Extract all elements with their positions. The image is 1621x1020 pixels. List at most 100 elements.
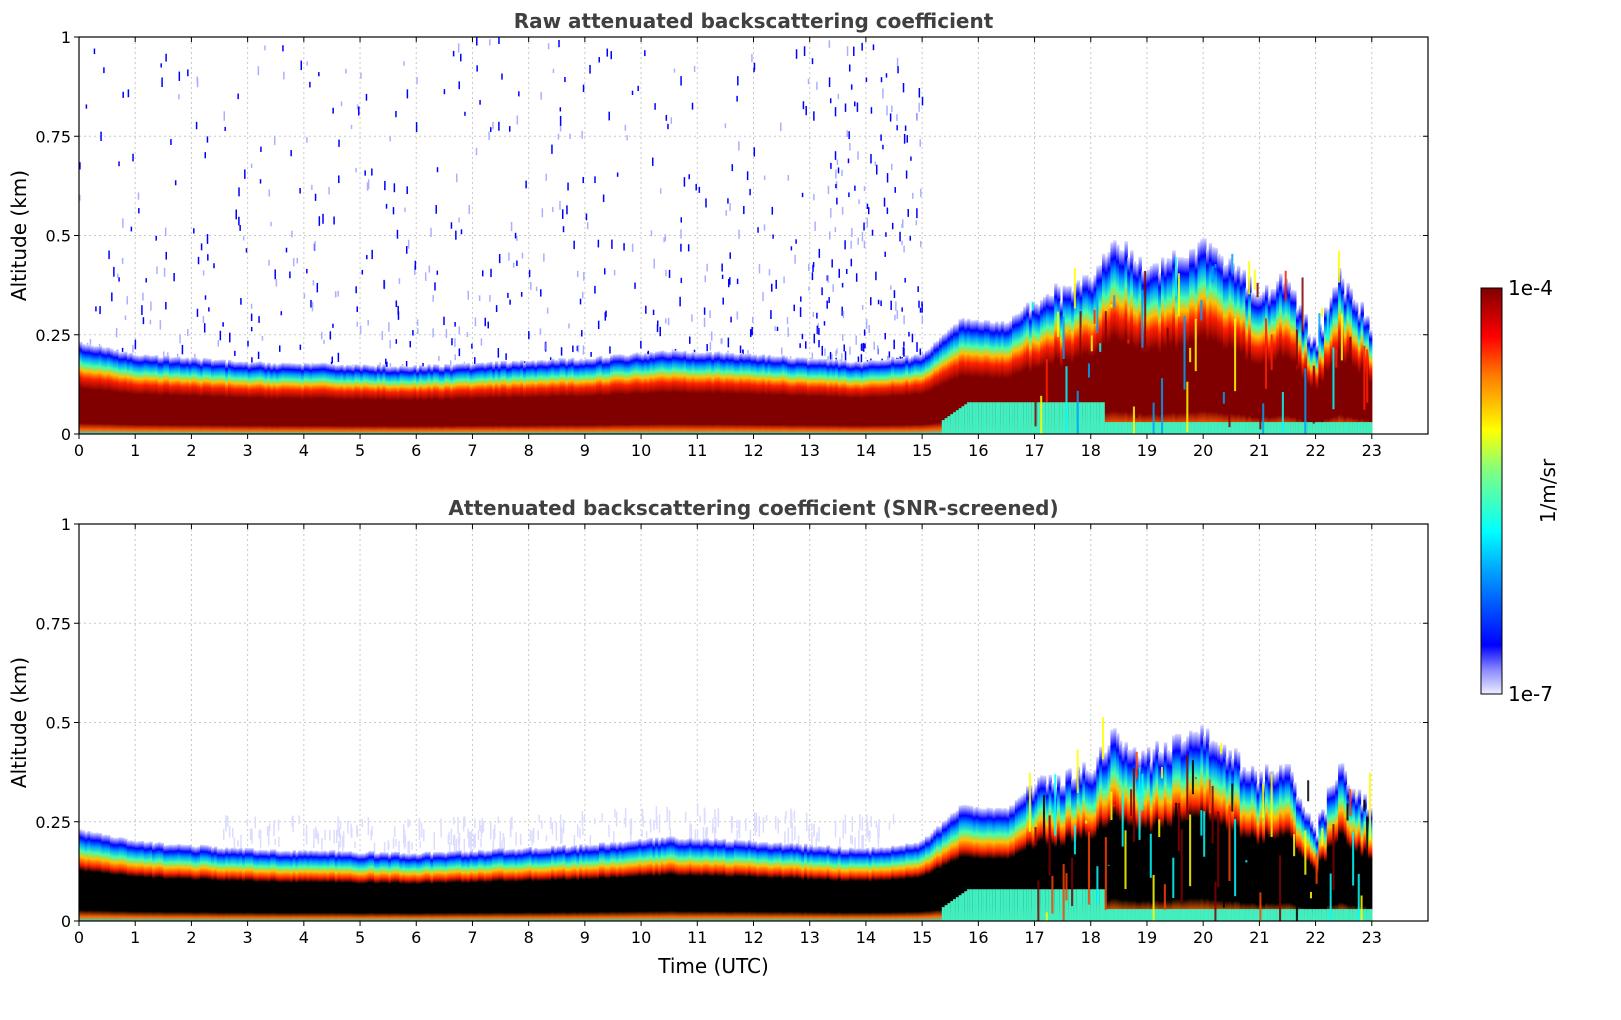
- surface-layer: [969, 402, 974, 434]
- turbulence-streak: [1127, 339, 1130, 344]
- noise-speck: [850, 258, 853, 267]
- surface-layer: [986, 402, 991, 434]
- profile-column: [197, 359, 201, 434]
- profile-column: [202, 358, 207, 434]
- surface-layer: [1273, 909, 1277, 921]
- noise-speck: [623, 243, 625, 251]
- surface-layer: [989, 402, 993, 434]
- noise-speck: [405, 360, 408, 370]
- profile-column: [256, 361, 260, 434]
- profile-column: [944, 333, 949, 434]
- noise-speck: [870, 107, 873, 114]
- fringe-speck: [736, 829, 738, 848]
- noise-speck: [848, 131, 850, 140]
- profile-column: [559, 358, 563, 434]
- profile-column: [517, 849, 521, 921]
- profile-column: [686, 839, 690, 921]
- profile-column: [801, 846, 805, 921]
- profile-column: [382, 364, 386, 434]
- noise-speck: [196, 76, 198, 84]
- profile-column: [433, 852, 437, 921]
- profile-column: [1324, 813, 1328, 921]
- surface-layer: [1208, 422, 1213, 434]
- profile-column: [947, 816, 951, 921]
- noise-speck: [562, 226, 565, 233]
- surface-layer: [1104, 909, 1109, 921]
- noise-speck: [826, 275, 829, 281]
- fringe-speck: [339, 833, 342, 848]
- raw-backscatter-panel: 0 1 2 3 4 5 6 7 8 9 10 11 12 13 14 15 16 17 18 19 20 21 22 2300…: [7, 9, 1429, 460]
- surface-layer: [1276, 422, 1280, 434]
- profile-column: [1200, 239, 1204, 434]
- profile-column: [1267, 295, 1272, 434]
- profile-column: [286, 363, 291, 434]
- profile-column: [419, 365, 423, 434]
- noise-speck: [268, 189, 271, 197]
- profile-column: [188, 844, 193, 921]
- profile-column: [655, 351, 659, 434]
- profile-column: [551, 358, 555, 434]
- profile-column: [191, 846, 195, 921]
- noise-speck: [261, 335, 264, 341]
- noise-speck: [187, 69, 189, 77]
- surface-layer: [1217, 909, 1221, 921]
- surface-layer: [1307, 909, 1311, 921]
- surface-layer: [989, 889, 993, 921]
- noise-speck: [121, 347, 124, 352]
- surface-layer: [953, 412, 957, 434]
- noise-speck: [886, 207, 889, 214]
- profile-column: [135, 355, 139, 434]
- surface-layer: [1222, 909, 1227, 921]
- profile-column: [1183, 741, 1187, 921]
- profile-column: [371, 365, 375, 434]
- turbulence-streak: [1034, 371, 1037, 427]
- profile-column: [1231, 263, 1235, 434]
- fringe-speck: [818, 827, 820, 842]
- noise-speck: [856, 102, 859, 112]
- profile-column: [87, 344, 91, 434]
- chart-title: Raw attenuated backscattering coefficien…: [514, 9, 994, 33]
- profile-column: [896, 845, 901, 921]
- noise-speck: [490, 268, 492, 278]
- turbulence-streak: [1099, 343, 1102, 352]
- profile-column: [1318, 323, 1322, 434]
- noise-speck: [896, 114, 898, 121]
- turbulence-streak: [1191, 358, 1194, 362]
- surface-layer: [944, 905, 949, 921]
- fringe-speck: [233, 837, 236, 849]
- noise-speck: [885, 232, 887, 237]
- profile-column: [933, 829, 937, 921]
- profile-column: [508, 849, 513, 921]
- profile-column: [705, 352, 710, 434]
- surface-layer: [1270, 909, 1275, 921]
- surface-layer: [1343, 422, 1348, 434]
- surface-layer: [1006, 402, 1010, 434]
- noise-speck: [424, 272, 427, 281]
- surface-layer: [1340, 422, 1345, 434]
- profile-column: [775, 356, 780, 434]
- fringe-speck: [463, 838, 466, 853]
- turbulence-streak: [1161, 378, 1164, 434]
- noise-speck: [138, 208, 140, 214]
- profile-column: [652, 840, 656, 921]
- profile-column: [455, 363, 460, 434]
- profile-column: [612, 842, 617, 921]
- noise-speck: [443, 316, 445, 326]
- surface-layer: [1071, 402, 1075, 434]
- profile-column: [972, 807, 977, 921]
- noise-speck: [155, 235, 157, 241]
- profile-column: [1107, 252, 1112, 434]
- noise-speck: [547, 43, 550, 50]
- surface-layer: [1169, 909, 1173, 921]
- noise-speck: [845, 268, 848, 274]
- surface-layer: [1273, 422, 1277, 434]
- noise-speck: [432, 295, 434, 302]
- noise-speck: [724, 123, 727, 129]
- noise-speck: [392, 207, 395, 215]
- profile-column: [815, 359, 819, 434]
- noise-speck: [122, 91, 124, 98]
- profile-column: [998, 323, 1002, 434]
- noise-speck: [821, 345, 824, 356]
- surface-layer: [995, 402, 999, 434]
- surface-layer: [1079, 402, 1083, 434]
